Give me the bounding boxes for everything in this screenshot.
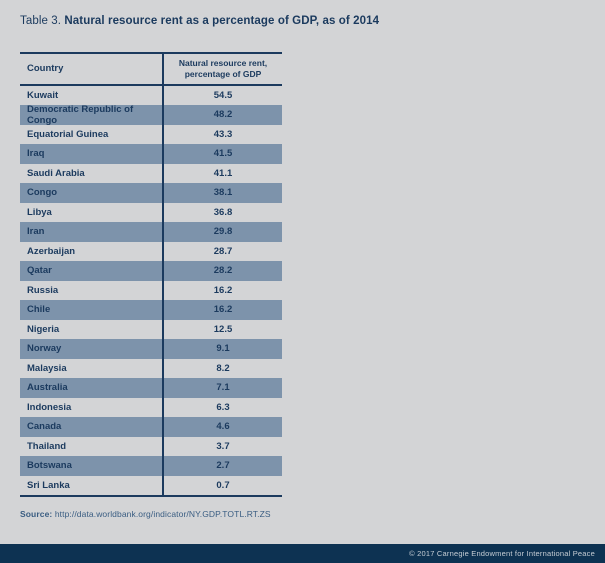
- table-row: Thailand 3.7: [20, 436, 282, 456]
- source-note: Source: http://data.worldbank.org/indica…: [20, 509, 271, 519]
- value-cell: 54.5: [162, 85, 282, 105]
- country-cell: Thailand: [27, 440, 67, 452]
- table-row: Norway 9.1: [20, 339, 282, 359]
- table-row: Indonesia 6.3: [20, 397, 282, 417]
- table-row: Azerbaijan 28.7: [20, 241, 282, 261]
- country-cell: Nigeria: [27, 323, 60, 335]
- source-url-link[interactable]: http://data.worldbank.org/indicator/NY.G…: [54, 509, 271, 519]
- value-cell: 2.7: [162, 456, 282, 476]
- table-row: Kuwait 54.5: [20, 85, 282, 105]
- table-row: Botswana 2.7: [20, 456, 282, 476]
- country-cell: Democratic Republic of Congo: [27, 103, 134, 126]
- table-row: Canada 4.6: [20, 417, 282, 437]
- column-header-value-line2: percentage of GDP: [184, 68, 262, 79]
- country-cell: Russia: [27, 284, 59, 296]
- country-cell: Australia: [27, 382, 68, 394]
- country-cell: Libya: [27, 206, 52, 218]
- table-row: Iran 29.8: [20, 222, 282, 242]
- value-cell: 12.5: [162, 319, 282, 339]
- value-cell: 28.7: [162, 241, 282, 261]
- table-row: Nigeria 12.5: [20, 319, 282, 339]
- value-cell: 41.1: [162, 163, 282, 183]
- country-cell: Congo: [27, 187, 58, 199]
- table-row: Qatar 28.2: [20, 261, 282, 281]
- source-label: Source:: [20, 509, 53, 519]
- column-header-value: Natural resource rent, percentage of GDP: [162, 54, 282, 84]
- table-row: Iraq 41.5: [20, 144, 282, 164]
- copyright-text: © 2017 Carnegie Endowment for Internatio…: [409, 549, 595, 558]
- country-cell: Botswana: [27, 460, 72, 472]
- country-cell: Indonesia: [27, 401, 72, 413]
- country-cell: Qatar: [27, 265, 52, 277]
- table-row: Congo 38.1: [20, 183, 282, 203]
- value-cell: 28.2: [162, 261, 282, 281]
- country-cell: Chile: [27, 304, 51, 316]
- table-row: Democratic Republic of Congo 48.2: [20, 103, 282, 126]
- table-row: Malaysia 8.2: [20, 358, 282, 378]
- country-cell: Iran: [27, 226, 45, 238]
- table-row: Equatorial Guinea 43.3: [20, 124, 282, 144]
- table-heading-text: Natural resource rent as a percentage of…: [64, 15, 380, 27]
- value-cell: 41.5: [162, 144, 282, 164]
- value-cell: 4.6: [162, 417, 282, 437]
- data-table: Country Natural resource rent, percentag…: [20, 52, 282, 497]
- value-cell: 38.1: [162, 183, 282, 203]
- country-cell: Kuwait: [27, 89, 59, 101]
- value-cell: 7.1: [162, 378, 282, 398]
- country-cell: Saudi Arabia: [27, 167, 85, 179]
- value-cell: 9.1: [162, 339, 282, 359]
- value-cell: 48.2: [162, 105, 282, 125]
- column-header-value-line1: Natural resource rent,: [178, 57, 268, 68]
- country-cell: Equatorial Guinea: [27, 128, 109, 140]
- value-cell: 36.8: [162, 202, 282, 222]
- country-cell: Sri Lanka: [27, 479, 70, 491]
- table-body: Kuwait 54.5 Democratic Republic of Congo 48…: [20, 85, 282, 495]
- country-cell: Malaysia: [27, 362, 67, 374]
- table-header-row: Country Natural resource rent, percentag…: [20, 54, 282, 86]
- table-row: Libya 36.8: [20, 202, 282, 222]
- value-cell: 3.7: [162, 436, 282, 456]
- country-cell: Norway: [27, 343, 62, 355]
- table-title: Table 3. Natural resource rent as a perc…: [20, 15, 379, 27]
- value-cell: 6.3: [162, 397, 282, 417]
- column-header-country: Country: [27, 63, 64, 75]
- value-cell: 29.8: [162, 222, 282, 242]
- value-cell: 16.2: [162, 300, 282, 320]
- country-cell: Azerbaijan: [27, 245, 76, 257]
- footer-bar: © 2017 Carnegie Endowment for Internatio…: [0, 544, 605, 563]
- table-row: Saudi Arabia 41.1: [20, 163, 282, 183]
- value-cell: 0.7: [162, 475, 282, 495]
- country-cell: Canada: [27, 421, 62, 433]
- value-cell: 8.2: [162, 358, 282, 378]
- table-row: Russia 16.2: [20, 280, 282, 300]
- value-cell: 43.3: [162, 124, 282, 144]
- table-row: Australia 7.1: [20, 378, 282, 398]
- country-cell: Iraq: [27, 148, 45, 160]
- table-number-label: Table 3.: [20, 15, 62, 27]
- table-row: Sri Lanka 0.7: [20, 475, 282, 495]
- value-cell: 16.2: [162, 280, 282, 300]
- table-row: Chile 16.2: [20, 300, 282, 320]
